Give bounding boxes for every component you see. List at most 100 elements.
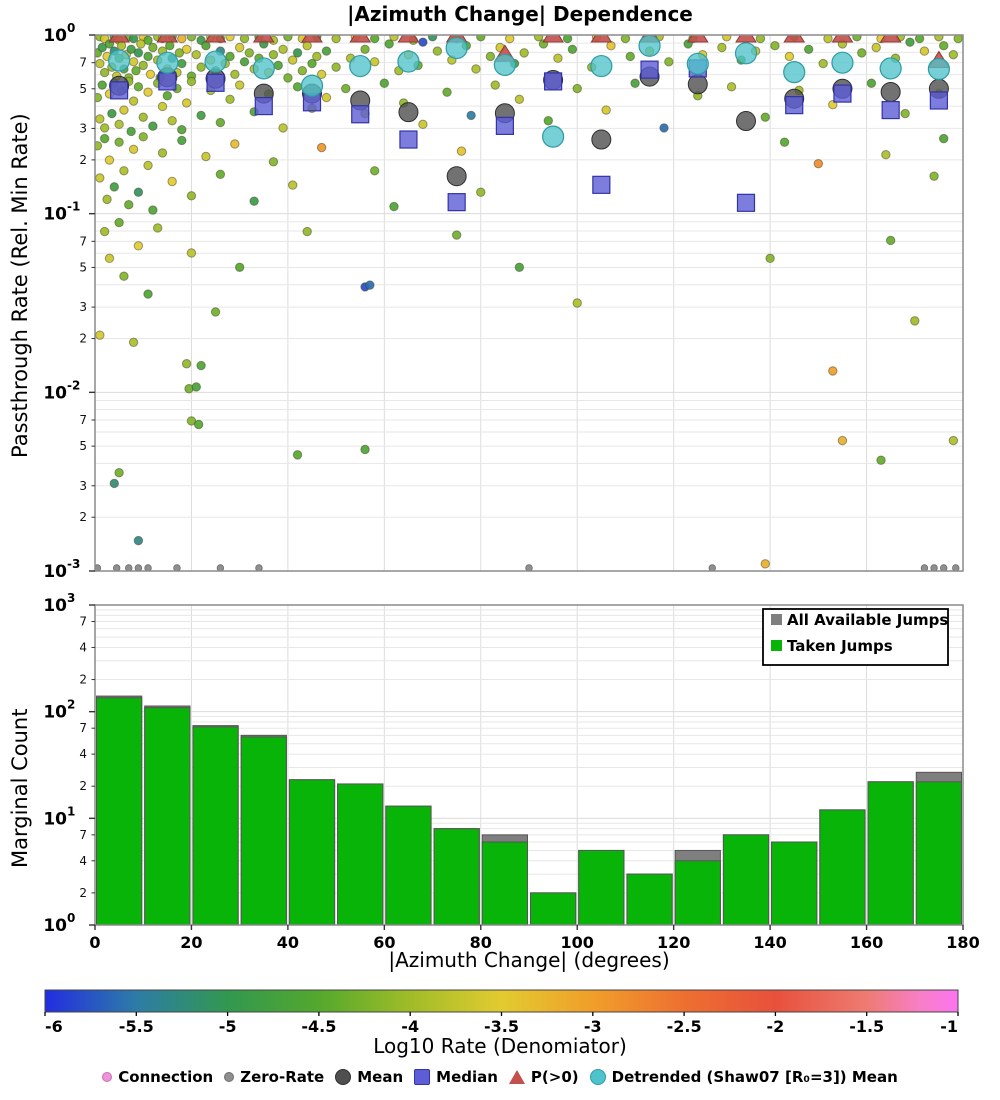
scatter-point [871,42,881,53]
bar-taken [530,892,577,925]
scatter-point [451,230,462,240]
y-tick-label: 10 [43,703,67,723]
scatter-point [765,253,775,264]
scatter-point [157,148,168,158]
scatter-point [244,48,255,58]
scatter-point [95,141,103,151]
scatter-point [165,41,175,51]
scatter-point [852,35,862,42]
scatter-point [572,83,582,94]
y-minor-label: 7 [79,615,87,629]
scatter-point [116,41,127,51]
scatter-point [119,166,129,176]
median-marker [110,81,129,100]
p-gt0-marker [397,35,420,43]
scatter-point [823,35,833,44]
scatter-point [177,35,187,44]
circle-icon [589,1069,606,1085]
y-minor-label: 4 [79,640,87,654]
scatter-point [471,64,481,74]
scatter-point [143,289,153,299]
scatter-point [476,187,486,197]
y-minor-label: 5 [79,82,87,96]
legend-item-label: Connection [118,1068,214,1086]
scatter-point [722,35,732,42]
scatter-point [934,35,944,42]
scatter-point [567,44,578,54]
scatter-point [316,69,327,80]
scatter-point [95,173,105,183]
scatter-point [268,49,279,60]
y-minor-label: 2 [79,153,87,167]
detrended-marker [542,125,565,148]
scatter-point [432,46,443,56]
y-axis-label-scatter: Passthrough Rate (Rel. Min Rate) [8,113,32,458]
colorbar-tick-label: -3 [584,1017,602,1036]
scatter-point [278,44,288,54]
scatter-point [857,48,867,58]
scatter-point [114,468,124,478]
median-marker [206,73,225,92]
scatter-point [186,191,197,201]
y-tick-label: 10 [43,562,67,582]
scatter-point [225,51,235,62]
y-tick-label: 10 [43,916,67,936]
y-tick-exponent: 2 [67,698,75,712]
scatter-point [283,73,293,83]
scatter-point [784,51,795,62]
mean-marker [398,102,419,123]
scatter-point [273,60,283,71]
x-tick-label: 120 [657,933,690,952]
colorbar [44,989,959,1013]
bar-taken [722,834,770,925]
y-tick-label: 10 [43,205,67,225]
y-axis-label-histogram: Marginal Count [8,708,32,868]
scatter-point [803,44,814,54]
scatter-point [133,82,144,92]
scatter-point [606,41,616,51]
scatter-point [157,101,168,112]
y-minor-label: 4 [79,854,87,868]
scatter-point [249,196,259,206]
p-gt0-marker [156,35,179,43]
scatter-point [102,194,112,205]
legend-item-label: Detrended (Shaw07 [R₀=3]) Mean [611,1068,898,1086]
scatter-point [225,35,235,42]
scatter-point [919,46,930,56]
scatter-point [109,182,119,192]
scatter-point [726,82,737,92]
scatter-point [186,76,197,87]
scatter-point [288,55,298,65]
scatter-point [553,53,563,63]
circle-icon [335,1069,352,1085]
bar-taken [674,860,721,925]
x-tick-label: 100 [561,933,594,952]
mean-marker [687,74,708,95]
scatter-point [234,262,245,272]
y-tick-label: 10 [43,383,67,403]
scatter-point [145,69,156,80]
median-marker [351,105,370,124]
detrended-marker [349,54,372,78]
y-tick-label: 10 [43,596,67,616]
scatter-point [119,271,129,281]
scatter-point [384,39,394,49]
median-marker [447,193,466,212]
detrended-marker [252,57,275,80]
y-minor-label: 5 [79,439,87,453]
detrended-marker [156,51,179,74]
scatter-point [124,200,134,210]
scatter-point [292,82,303,92]
scatter-point [138,132,148,142]
scatter-point [312,51,322,62]
scatter-point [95,114,105,124]
scatter-point [418,37,428,47]
scatter-point [717,42,727,53]
scatter-cloud [95,35,963,571]
detrended-marker [686,52,709,75]
y-minor-label: 2 [79,332,87,346]
scatter-point [177,58,187,69]
scatter-point [779,137,790,147]
scatter-point [234,42,245,53]
